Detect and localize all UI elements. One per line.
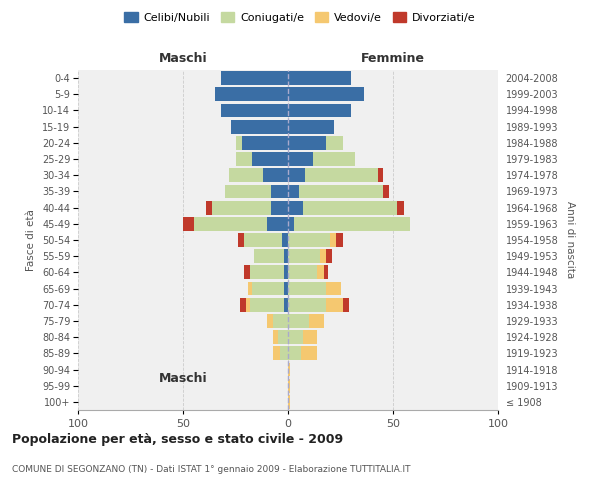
Bar (250, 298, 284, 312)
Bar (252, 152, 288, 166)
Bar (288, 88, 364, 101)
Bar (235, 152, 252, 166)
Bar (215, 88, 288, 101)
Bar (225, 184, 271, 198)
Bar (326, 250, 332, 263)
Bar (221, 71, 288, 85)
Bar (288, 152, 313, 166)
Bar (274, 314, 288, 328)
Bar (309, 314, 324, 328)
Bar (271, 184, 288, 198)
Bar (183, 217, 193, 230)
Bar (284, 266, 288, 280)
Bar (232, 120, 288, 134)
Bar (250, 266, 284, 280)
Bar (280, 346, 288, 360)
Bar (288, 330, 303, 344)
Bar (253, 282, 284, 296)
Bar (295, 217, 410, 230)
Bar (263, 168, 288, 182)
Y-axis label: Fasce di età: Fasce di età (26, 209, 37, 271)
Bar (301, 346, 317, 360)
Bar (326, 298, 343, 312)
Bar (303, 330, 317, 344)
Bar (317, 266, 324, 280)
Bar (288, 314, 309, 328)
Bar (337, 233, 343, 247)
Text: Maschi: Maschi (158, 372, 208, 385)
Bar (212, 200, 271, 214)
Text: Femmine: Femmine (361, 52, 425, 65)
Bar (324, 266, 328, 280)
Bar (326, 136, 343, 149)
Text: COMUNE DI SEGONZANO (TN) - Dati ISTAT 1° gennaio 2009 - Elaborazione TUTTITALIA.: COMUNE DI SEGONZANO (TN) - Dati ISTAT 1°… (12, 466, 410, 474)
Bar (303, 200, 397, 214)
Bar (277, 330, 288, 344)
Bar (229, 168, 263, 182)
Text: Popolazione per età, sesso e stato civile - 2009: Popolazione per età, sesso e stato civil… (12, 432, 343, 446)
Bar (288, 346, 301, 360)
Bar (267, 314, 274, 328)
Bar (193, 217, 267, 230)
Bar (248, 282, 252, 296)
Bar (288, 282, 326, 296)
Bar (397, 200, 404, 214)
Bar (299, 184, 383, 198)
Bar (320, 250, 326, 263)
Bar (288, 120, 334, 134)
Bar (383, 184, 389, 198)
Bar (379, 168, 383, 182)
Bar (238, 233, 244, 247)
Bar (288, 184, 299, 198)
Bar (288, 395, 290, 409)
Bar (284, 282, 288, 296)
Y-axis label: Anni di nascita: Anni di nascita (565, 202, 575, 278)
Bar (254, 250, 284, 263)
Bar (284, 250, 288, 263)
Bar (288, 250, 320, 263)
Bar (288, 266, 317, 280)
Bar (343, 298, 349, 312)
Bar (288, 71, 351, 85)
Bar (288, 104, 351, 118)
Bar (326, 282, 341, 296)
Bar (221, 104, 288, 118)
Bar (284, 298, 288, 312)
Bar (288, 200, 303, 214)
Text: Maschi: Maschi (158, 52, 208, 65)
Bar (330, 233, 337, 247)
Bar (288, 379, 290, 392)
Bar (288, 298, 326, 312)
Bar (274, 346, 280, 360)
Bar (240, 298, 246, 312)
Bar (244, 233, 282, 247)
Legend: Celibi/Nubili, Coniugati/e, Vedovi/e, Divorziati/e: Celibi/Nubili, Coniugati/e, Vedovi/e, Di… (120, 8, 480, 28)
Bar (288, 136, 326, 149)
Bar (305, 168, 379, 182)
Bar (274, 330, 277, 344)
Bar (288, 217, 295, 230)
Bar (288, 168, 305, 182)
Bar (267, 217, 288, 230)
Bar (235, 136, 242, 149)
Bar (246, 298, 250, 312)
Bar (288, 362, 290, 376)
Bar (242, 136, 288, 149)
Bar (244, 266, 250, 280)
Bar (206, 200, 212, 214)
Bar (288, 233, 330, 247)
Bar (282, 233, 288, 247)
Bar (313, 152, 355, 166)
Bar (271, 200, 288, 214)
